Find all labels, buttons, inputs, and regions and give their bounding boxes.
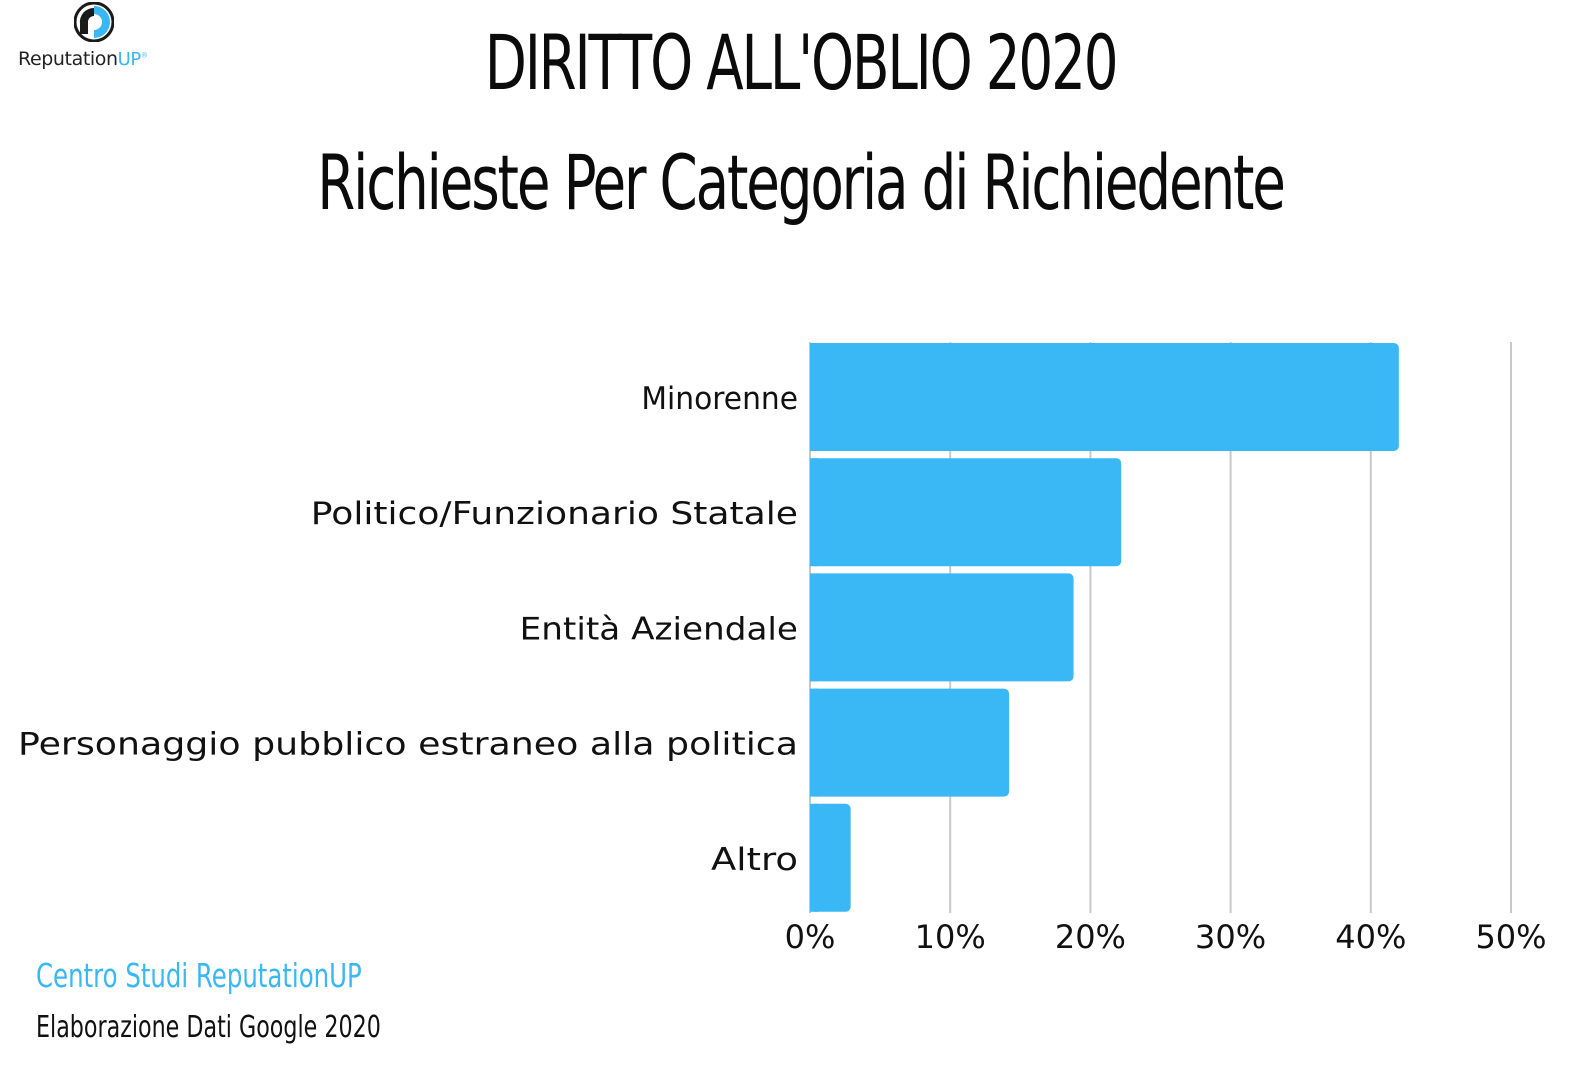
bar xyxy=(810,688,1010,797)
reputationup-logo-icon xyxy=(74,2,114,42)
category-label: Entità Aziendale xyxy=(520,611,798,647)
category-labels: Minorenne Politico/Funzionario Statale Ent… xyxy=(18,381,798,878)
bar-base xyxy=(810,458,818,567)
x-tick-label: 0% xyxy=(785,918,836,956)
category-label: Minorenne xyxy=(641,381,798,417)
source-label: Centro Studi ReputationUP xyxy=(36,956,362,995)
reputationup-logo: ReputationUP® xyxy=(14,2,164,74)
x-tick-label: 50% xyxy=(1475,918,1546,956)
bar xyxy=(810,803,851,912)
category-label: Altro xyxy=(711,842,798,878)
category-label: Personaggio pubblico estraneo alla polit… xyxy=(18,727,798,763)
bar-base xyxy=(810,343,818,451)
bar xyxy=(810,573,1074,682)
bars xyxy=(810,343,1399,912)
chart-title: DIRITTO ALL'OBLIO 2020 xyxy=(484,18,1119,107)
x-tick-label: 40% xyxy=(1335,918,1406,956)
x-tick-labels: 0% 10% 20% 30% 40% 50% xyxy=(785,918,1547,956)
source-note: Elaborazione Dati Google 2020 xyxy=(36,1010,381,1045)
bar xyxy=(810,458,1122,567)
chart-subtitle: Richieste Per Categoria di Richiedente xyxy=(317,138,1286,227)
bar-base xyxy=(810,688,818,797)
logo-name: Reputation xyxy=(18,48,118,70)
bar xyxy=(810,343,1399,451)
category-label: Politico/Funzionario Statale xyxy=(311,496,798,532)
bar-base xyxy=(810,573,818,682)
logo-wordmark: ReputationUP® xyxy=(18,48,148,70)
x-tick-label: 20% xyxy=(1055,918,1126,956)
bar-chart: Minorenne Politico/Funzionario Statale Ent… xyxy=(18,342,1547,956)
x-tick-label: 10% xyxy=(915,918,986,956)
logo-suffix: UP xyxy=(117,49,142,70)
x-tick-label: 30% xyxy=(1195,918,1266,956)
logo-trademark: ® xyxy=(140,51,148,60)
bar-base xyxy=(810,803,818,912)
